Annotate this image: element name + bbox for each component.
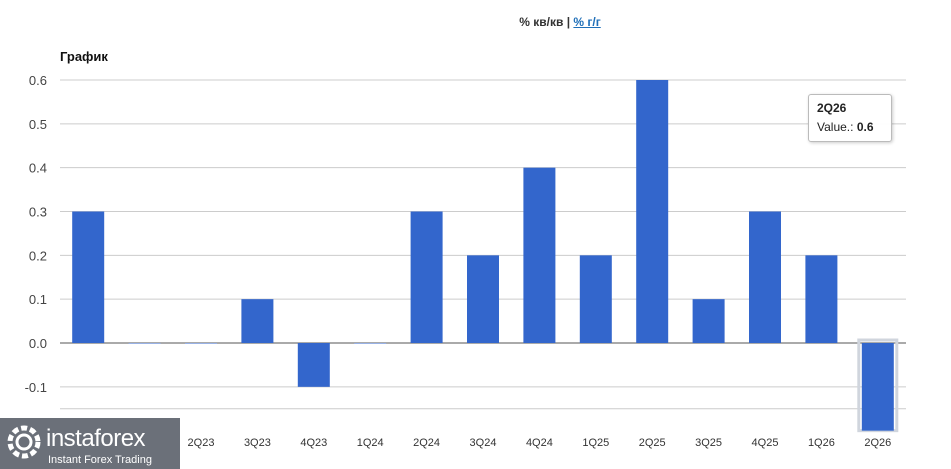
y-tick-label: 0.0 xyxy=(29,336,47,351)
y-tick-label: -0.1 xyxy=(25,380,47,395)
y-tick-label: 0.5 xyxy=(29,117,47,132)
logo-gear-icon xyxy=(7,425,41,459)
yoy-toggle-link[interactable]: % г/г xyxy=(573,15,601,29)
tooltip-value: 0.6 xyxy=(856,120,874,134)
x-tick-label: 2Q25 xyxy=(639,437,666,449)
bar-3Q23[interactable] xyxy=(241,299,274,343)
view-toggle: % кв/кв | % г/г xyxy=(0,15,951,29)
bar-4Q24[interactable] xyxy=(523,167,556,343)
x-tick-label: 2Q24 xyxy=(413,437,440,449)
qoq-toggle[interactable]: % кв/кв xyxy=(519,15,564,29)
y-tick-label: 0.2 xyxy=(29,248,47,263)
y-tick-label: 0.4 xyxy=(29,161,47,176)
bar-2Q23[interactable] xyxy=(185,343,217,344)
x-tick-label: 3Q23 xyxy=(244,437,271,449)
y-tick-label: 0.6 xyxy=(29,73,47,88)
bar-4Q22[interactable] xyxy=(72,211,105,344)
x-tick-label: 3Q24 xyxy=(470,437,497,449)
x-tick-label: 2Q23 xyxy=(188,437,215,449)
instaforex-logo: instaforex Instant Forex Trading xyxy=(0,418,180,469)
bar-2Q24[interactable] xyxy=(410,211,443,344)
bar-2Q25[interactable] xyxy=(636,80,669,343)
bar-1Q26[interactable] xyxy=(805,255,838,343)
x-tick-label: 4Q24 xyxy=(526,437,553,449)
tooltip: 2Q26 Value.: 0.6 xyxy=(808,94,892,142)
logo-brand: instaforex xyxy=(46,425,146,452)
x-tick-label: 1Q24 xyxy=(357,437,384,449)
tooltip-title: 2Q26 xyxy=(817,101,847,115)
bar-3Q25[interactable] xyxy=(692,299,725,343)
bar-4Q23[interactable] xyxy=(297,343,330,387)
bar-2Q26[interactable] xyxy=(861,343,894,431)
x-tick-label: 4Q23 xyxy=(300,437,327,449)
chart-title: График xyxy=(60,49,108,64)
x-tick-label: 3Q25 xyxy=(695,437,722,449)
tooltip-label: Value.: xyxy=(817,120,854,134)
y-tick-label: 0.3 xyxy=(29,205,47,220)
x-tick-label: 1Q26 xyxy=(808,437,835,449)
toggle-separator: | xyxy=(566,15,571,29)
bar-1Q23[interactable] xyxy=(128,343,161,344)
x-tick-label: 2Q26 xyxy=(864,437,891,449)
bar-3Q24[interactable] xyxy=(467,255,499,343)
x-tick-label: 4Q25 xyxy=(752,437,779,449)
bar-4Q25[interactable] xyxy=(749,211,781,344)
bar-1Q25[interactable] xyxy=(579,255,612,343)
logo-tagline: Instant Forex Trading xyxy=(48,454,152,466)
x-tick-label: 1Q25 xyxy=(582,437,609,449)
y-tick-label: 0.1 xyxy=(29,292,47,307)
bar-1Q24[interactable] xyxy=(354,343,387,344)
